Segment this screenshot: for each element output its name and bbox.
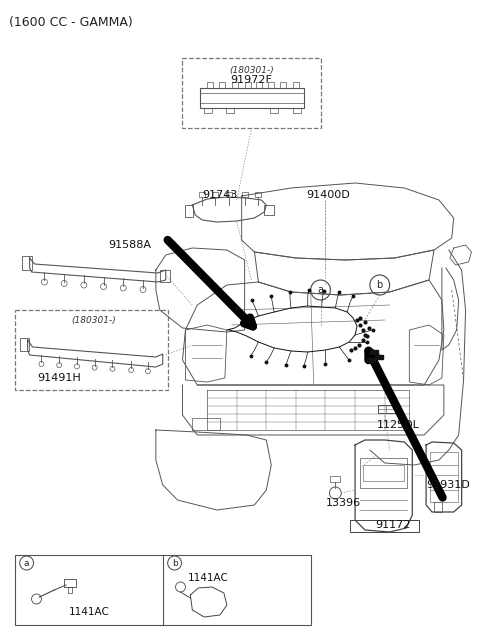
Bar: [160, 270, 169, 282]
Bar: [363, 465, 405, 481]
Bar: [232, 82, 238, 88]
Bar: [185, 205, 193, 217]
Bar: [192, 418, 220, 430]
Bar: [200, 88, 304, 108]
Text: 1125DL: 1125DL: [377, 420, 420, 430]
Text: b: b: [377, 280, 383, 290]
Bar: [430, 452, 457, 502]
Bar: [330, 476, 340, 482]
Bar: [256, 82, 263, 88]
Text: b: b: [172, 559, 178, 568]
Text: a: a: [318, 285, 324, 295]
Bar: [182, 58, 321, 128]
Bar: [207, 82, 213, 88]
Bar: [434, 502, 442, 512]
Bar: [375, 355, 383, 359]
Bar: [293, 82, 299, 88]
Bar: [226, 192, 232, 197]
Bar: [268, 82, 274, 88]
Text: 13396: 13396: [325, 498, 360, 508]
Bar: [245, 82, 251, 88]
Text: 1141AC: 1141AC: [68, 607, 109, 617]
Bar: [64, 579, 76, 587]
Bar: [68, 587, 72, 593]
Text: (180301-): (180301-): [72, 316, 116, 325]
Bar: [212, 192, 218, 197]
Bar: [270, 108, 278, 113]
Bar: [15, 555, 311, 625]
Bar: [350, 520, 419, 532]
Bar: [22, 256, 32, 270]
Text: 91931D: 91931D: [426, 480, 470, 490]
Text: 91743: 91743: [202, 190, 238, 200]
Text: (180301-): (180301-): [229, 66, 274, 75]
Bar: [15, 310, 168, 390]
Text: 1141AC: 1141AC: [187, 573, 228, 583]
Bar: [378, 405, 396, 413]
Bar: [219, 82, 225, 88]
Text: 91491H: 91491H: [37, 373, 81, 383]
Text: (1600 CC - GAMMA): (1600 CC - GAMMA): [10, 16, 133, 29]
Text: a: a: [24, 559, 29, 568]
Text: 91588A: 91588A: [108, 240, 152, 250]
Text: 91400D: 91400D: [306, 190, 349, 200]
Bar: [280, 82, 286, 88]
Bar: [255, 192, 262, 197]
Bar: [370, 350, 378, 354]
Bar: [241, 192, 248, 197]
Bar: [264, 205, 274, 215]
Text: 91172: 91172: [375, 520, 410, 530]
Text: 91972F: 91972F: [230, 75, 273, 85]
Bar: [204, 108, 212, 113]
Bar: [367, 358, 375, 362]
Bar: [199, 192, 205, 197]
Bar: [360, 458, 408, 488]
Bar: [200, 93, 304, 103]
Bar: [293, 108, 301, 113]
Bar: [20, 338, 29, 351]
Bar: [226, 108, 234, 113]
